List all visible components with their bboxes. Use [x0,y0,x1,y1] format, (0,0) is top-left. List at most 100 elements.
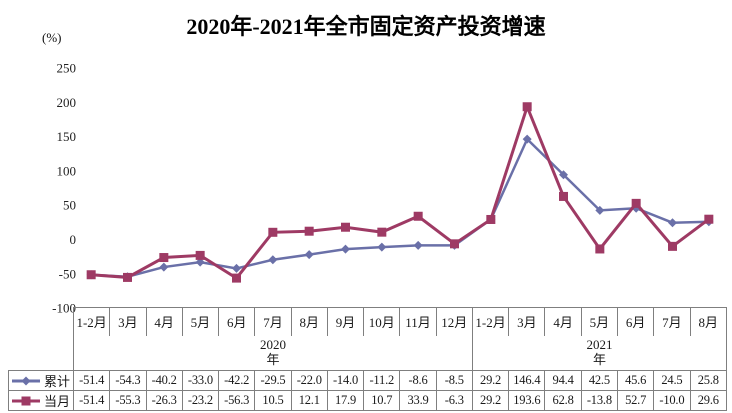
monthly-value-14: -13.8 [580,390,618,411]
cumulative-value-11: 29.2 [471,370,510,391]
monthly-value-16: -10.0 [653,390,691,411]
month-header-3: 5月 [181,307,220,336]
month-header-0: 1-2月 [72,307,111,336]
y-axis-tick-label: 200 [57,95,77,110]
monthly-marker-13 [559,191,568,201]
cumulative-marker-9 [413,240,423,250]
monthly-value-3: -23.2 [181,390,220,411]
monthly-marker-16 [668,241,677,251]
month-header-7: 9月 [326,307,365,336]
monthly-value-8: 10.7 [363,390,401,411]
monthly-marker-0 [86,270,96,280]
monthly-marker-3 [195,250,205,260]
cumulative-marker-12 [522,134,532,144]
cumulative-marker-2 [159,262,169,272]
y-axis-unit-label: (%) [42,30,62,45]
cumulative-series-row: 累计 -51.4 -54.3 -40.2 -33.0 -42.2 -29.5 -22.0 -1… [8,370,728,391]
y-axis-tick-label: 50 [63,198,76,213]
cumulative-value-10: -8.5 [435,370,473,391]
monthly-marker-15 [631,198,641,208]
monthly-value-15: 52.7 [616,390,655,411]
cumulative-value-4: -42.2 [218,370,256,391]
y-axis-tick-label: 250 [57,61,77,76]
month-header-14: 5月 [580,307,618,336]
cumulative-marker-4 [232,263,241,273]
cumulative-marker-8 [377,242,387,252]
month-header-12: 3月 [508,307,546,336]
cumulative-value-0: -51.4 [72,370,111,391]
monthly-series-label: 当月 [44,394,71,409]
y-axis-tick-label: 0 [70,232,77,247]
monthly-marker-4 [232,273,241,283]
cumulative-value-1: -54.3 [109,370,147,391]
month-header-15: 6月 [616,307,655,336]
cumulative-value-5: -29.5 [254,370,292,391]
monthly-value-11: 29.2 [471,390,510,411]
cumulative-value-12: 146.4 [508,370,546,391]
monthly-marker-2 [159,253,169,263]
y-axis-tick-label: 150 [57,129,77,144]
monthly-marker-8 [377,227,387,237]
monthly-value-17: 29.6 [689,390,728,411]
monthly-value-12: 193.6 [508,390,546,411]
monthly-value-9: 33.9 [399,390,437,411]
month-header-8: 10月 [363,307,401,336]
monthly-marker-9 [413,211,423,221]
cumulative-marker-16 [668,218,677,228]
header-spacer-cell [9,308,74,336]
monthly-marker-11 [486,214,496,224]
month-header-5: 7月 [254,307,292,336]
monthly-value-6: 12.1 [290,390,328,411]
month-header-2: 4月 [145,307,183,336]
cumulative-value-6: -22.0 [290,370,328,391]
monthly-value-10: -6.3 [435,390,473,411]
monthly-value-4: -56.3 [218,390,256,411]
monthly-marker-14 [595,244,605,254]
monthly-line [91,102,710,281]
monthly-marker-1 [123,272,132,282]
header-spacer-cell [9,336,74,371]
cumulative-marker-5 [268,255,278,265]
month-header-6: 8月 [290,307,328,336]
cumulative-series-label: 累计 [44,374,71,389]
month-header-row: 1-2月 3月 4月 5月 6月 7月 8月 9月 10月 11月 12月 1-2月 3月 4月 5月 6月 7… [9,307,728,336]
monthly-marker-17 [704,214,714,224]
chart-title: 2020年-2021年全市固定资产投资增速 [186,14,546,39]
cumulative-value-13: 94.4 [544,370,582,391]
cumulative-value-14: 42.5 [580,370,618,391]
y-axis-tick-label: 100 [57,163,77,178]
monthly-value-1: -55.3 [109,390,147,411]
cumulative-value-7: -14.0 [326,370,365,391]
monthly-legend-icon [12,396,40,405]
cumulative-value-3: -33.0 [181,370,220,391]
monthly-marker-10 [450,239,459,249]
month-header-17: 8月 [689,307,728,336]
cumulative-marker-14 [595,205,605,215]
monthly-marker-6 [304,226,314,236]
y-axis-tick-label: -100 [52,301,76,316]
cumulative-legend-cell: 累计 [8,370,74,391]
month-header-13: 4月 [544,307,582,336]
monthly-marker-12 [522,102,532,112]
cumulative-value-2: -40.2 [145,370,183,391]
month-header-9: 11月 [399,307,437,336]
month-header-4: 6月 [218,307,256,336]
month-header-11: 1-2月 [471,307,510,336]
month-header-10: 12月 [435,307,473,336]
monthly-value-2: -26.3 [145,390,183,411]
year-header-row: 2020年 2021年 [9,335,728,371]
axis-data-table: 1-2月 3月 4月 5月 6月 7月 8月 9月 10月 11月 12月 1-2月 3月 4月 5月 6月 7… [8,307,728,411]
monthly-legend-cell: 当月 [8,390,74,411]
y-axis-tick-label: -50 [59,266,76,281]
monthly-value-0: -51.4 [72,390,111,411]
cumulative-legend-icon [12,376,40,385]
year-group-label-1: 2021年 [471,335,728,371]
cumulative-value-9: -8.6 [399,370,437,391]
cumulative-marker-13 [559,170,568,180]
cumulative-value-8: -11.2 [363,370,401,391]
monthly-marker-5 [268,227,278,237]
year-group-label-0: 2020年 [73,335,473,371]
cumulative-value-16: 24.5 [653,370,691,391]
